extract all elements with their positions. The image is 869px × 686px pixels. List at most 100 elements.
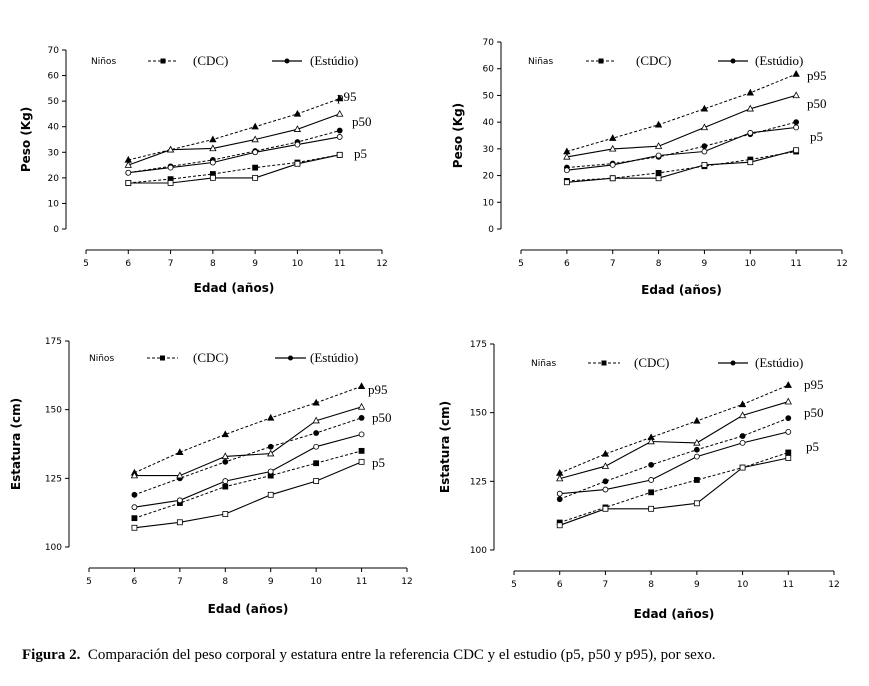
percentile-label-p5: p5 [372, 455, 385, 470]
data-point [131, 515, 138, 522]
data-point [556, 496, 563, 503]
x-axis-label: Edad (años) [208, 602, 289, 616]
series-line [566, 126, 797, 171]
legend-cdc-label: (CDC) [634, 355, 669, 370]
x-tick-label: 11 [783, 580, 794, 590]
data-point [222, 458, 229, 465]
x-axis-label: Edad (años) [194, 281, 275, 295]
series-line [559, 452, 789, 523]
series-line [134, 450, 362, 519]
legend-group-label: Niñas [528, 57, 553, 67]
chart-panel-4: 100 125 150 175 5 6 7 8 9 10 11 12 Edad (años) Estatu… [438, 340, 840, 621]
series-line [566, 94, 797, 158]
data-point [336, 109, 344, 117]
data-point [785, 428, 792, 435]
data-point [700, 104, 709, 112]
y-tick-label: 60 [483, 65, 495, 75]
data-point [701, 148, 708, 155]
data-point [563, 179, 570, 186]
y-axis-label: Estatura (cm) [9, 398, 23, 490]
series-line [559, 384, 789, 474]
data-point [357, 402, 366, 410]
y-tick-label: 20 [48, 174, 60, 184]
series-estdio-p50 [563, 124, 800, 174]
x-tick-label: 8 [656, 259, 662, 269]
series-estdio-p95 [130, 402, 366, 479]
percentile-label-p50: p50 [807, 96, 827, 111]
data-point [357, 382, 366, 390]
x-tick-label: 6 [564, 259, 570, 269]
y-tick-label: 10 [48, 199, 60, 209]
x-axis-label: Edad (años) [634, 607, 715, 621]
legend-study-label: (Estúdio) [310, 53, 358, 68]
data-point [563, 152, 571, 160]
data-point [312, 398, 320, 406]
x-tick-label: 9 [268, 577, 274, 587]
y-tick-label: 50 [483, 91, 495, 101]
data-point [222, 478, 229, 484]
percentile-label-p5: p5 [810, 129, 823, 144]
data-point [746, 88, 754, 96]
y-tick-label: 70 [48, 46, 60, 56]
data-point [222, 483, 229, 490]
data-point [793, 147, 800, 154]
x-tick-label: 8 [222, 577, 228, 587]
series-cdc-p50 [563, 119, 800, 171]
percentile-label-p95: p95 [368, 382, 388, 397]
data-point [221, 430, 229, 438]
y-axis-label: Peso (Kg) [451, 103, 465, 168]
y-tick-label: 40 [48, 123, 60, 133]
data-point [221, 452, 229, 460]
series-cdc-p95 [130, 382, 366, 476]
percentile-label-p5: p5 [354, 146, 367, 161]
data-point [336, 134, 343, 140]
data-point [130, 471, 139, 479]
data-point [739, 433, 746, 439]
data-point [785, 415, 792, 422]
data-point [167, 164, 174, 171]
caption-text: Comparación del peso corporal y estatura… [87, 647, 716, 663]
data-point [693, 500, 700, 507]
data-point [739, 439, 746, 446]
data-point [693, 416, 701, 424]
data-point [131, 524, 138, 531]
data-point [252, 174, 259, 181]
legend-study-label: (Estúdio) [310, 350, 358, 365]
series-estdio-p50 [556, 428, 792, 497]
series-estdio-p95 [124, 109, 344, 168]
y-tick-label: 60 [48, 72, 60, 82]
data-point [648, 505, 655, 512]
x-tick-label: 8 [210, 259, 216, 269]
legend-study-marker [730, 58, 736, 64]
data-point [294, 141, 301, 148]
data-point [336, 127, 343, 134]
series-estdio-p50 [125, 134, 343, 176]
y-tick-label: 100 [470, 546, 487, 556]
y-axis-label: Estatura (cm) [438, 401, 452, 493]
y-tick-label: 175 [45, 337, 62, 347]
legend-group-label: Niños [91, 57, 116, 67]
data-point [251, 135, 259, 143]
data-point [655, 169, 662, 176]
series-cdc-p95 [556, 381, 792, 476]
legend-study-marker [730, 360, 736, 366]
x-tick-label: 10 [745, 259, 757, 269]
y-tick-label: 40 [483, 118, 495, 128]
data-point [176, 519, 183, 526]
series-cdc-p50 [125, 127, 343, 176]
series-estdio-p5 [131, 458, 365, 531]
data-point [747, 129, 754, 136]
data-point [336, 151, 343, 158]
x-tick-label: 10 [737, 580, 749, 590]
y-tick-label: 175 [470, 340, 487, 350]
series-line [134, 433, 362, 508]
series-cdc-p95 [124, 94, 344, 163]
data-point [131, 491, 138, 498]
percentile-label-p50: p50 [372, 410, 392, 425]
legend-cdc-label: (CDC) [636, 53, 671, 68]
data-point [654, 142, 663, 149]
x-tick-label: 9 [702, 259, 708, 269]
data-point [358, 415, 365, 421]
data-point [738, 411, 747, 419]
